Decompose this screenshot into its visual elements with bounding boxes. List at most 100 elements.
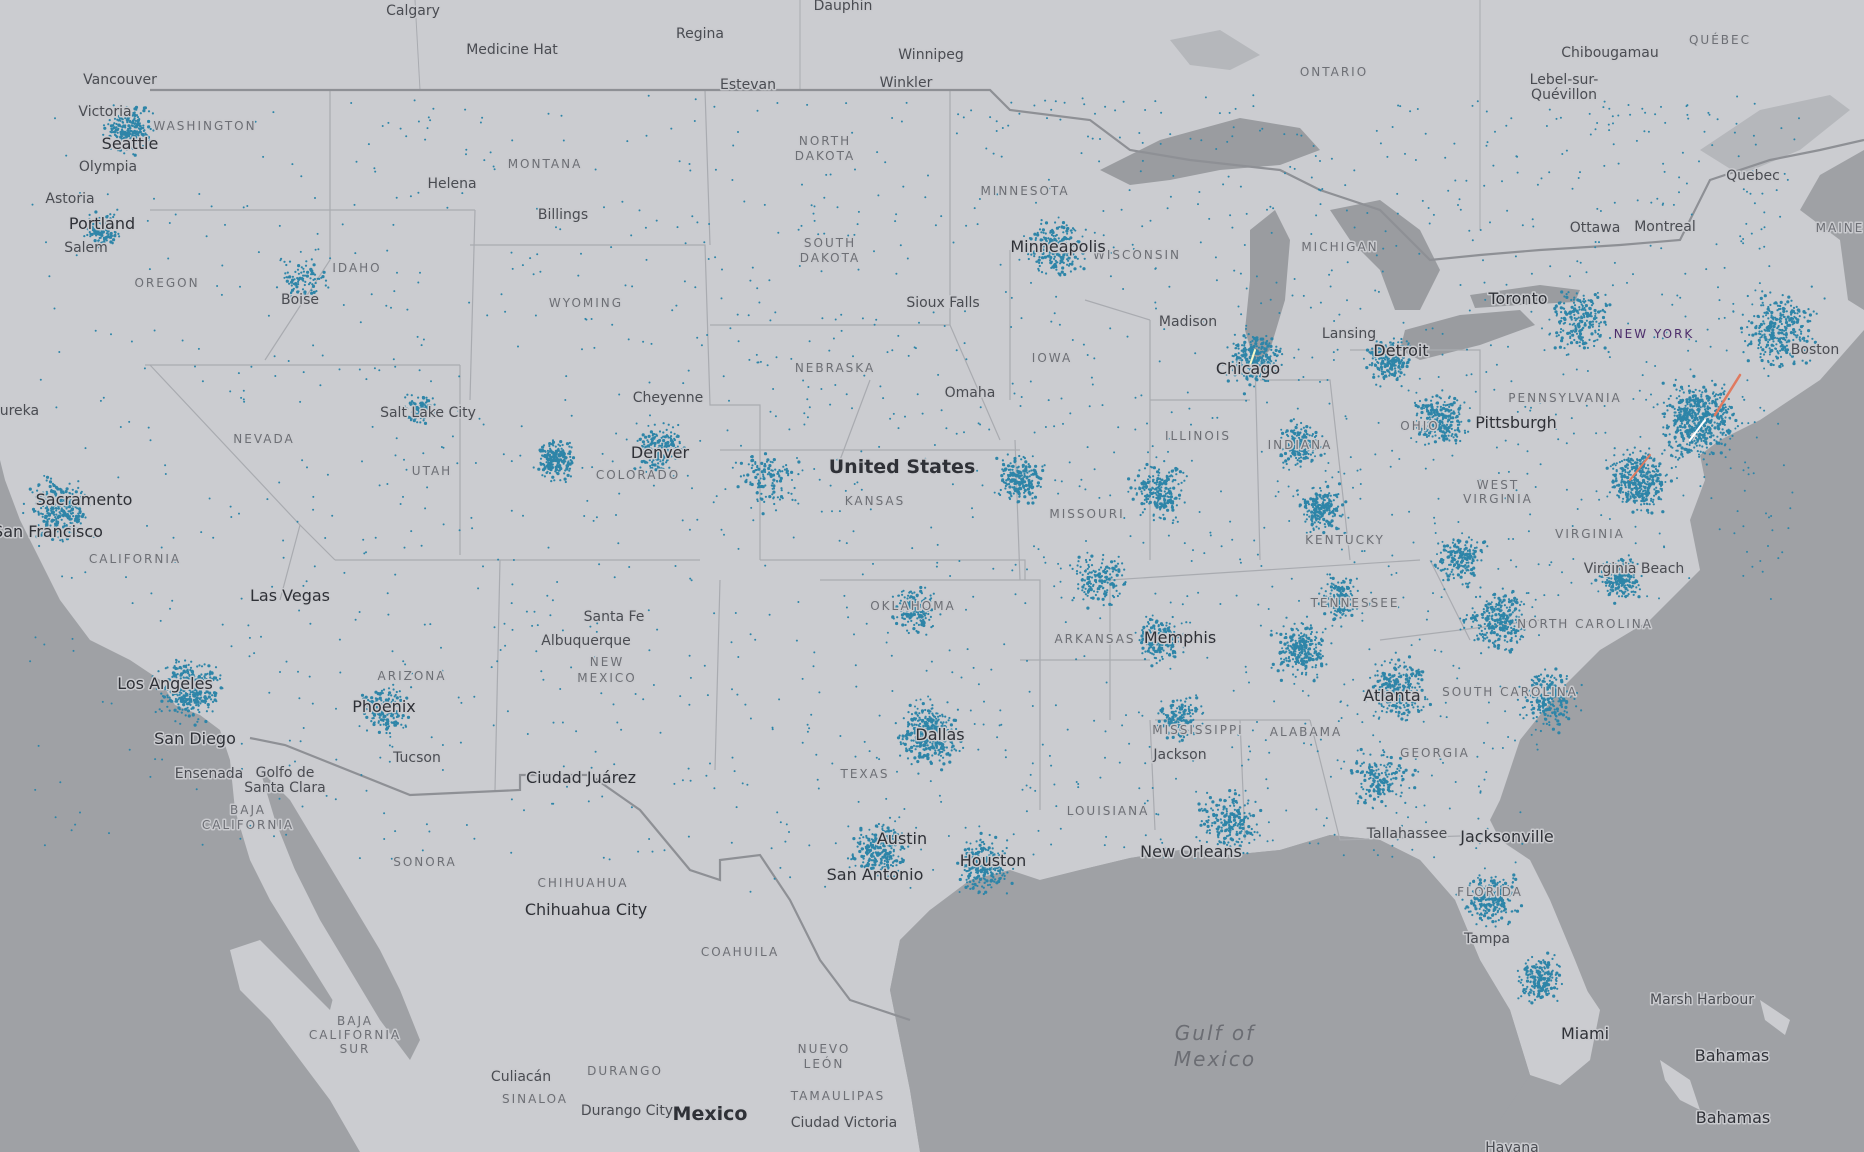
population-dot xyxy=(1310,522,1314,526)
population-dot xyxy=(559,466,562,469)
population-dot xyxy=(1706,432,1710,435)
population-dot xyxy=(1767,317,1770,320)
population-dot xyxy=(1721,387,1724,390)
population-dot xyxy=(31,491,34,494)
population-dot xyxy=(1796,308,1800,312)
population-dot xyxy=(1619,472,1622,475)
population-dot xyxy=(1770,336,1773,339)
population-dot xyxy=(398,690,401,693)
population-dot xyxy=(1631,462,1635,466)
population-dot xyxy=(1628,498,1631,501)
population-dot xyxy=(385,727,389,731)
population-dot xyxy=(1317,514,1320,518)
population-dot xyxy=(181,699,185,703)
population-dot xyxy=(1776,350,1779,353)
population-dot xyxy=(1601,315,1606,320)
population-dot xyxy=(1456,428,1460,432)
population-dot xyxy=(556,472,560,476)
population-dot xyxy=(1160,502,1163,505)
population-dot xyxy=(1316,517,1319,520)
population-dot xyxy=(571,456,576,460)
population-dot xyxy=(113,230,116,234)
population-dot xyxy=(1163,490,1166,493)
population-dot xyxy=(1700,400,1703,403)
population-dot xyxy=(655,434,659,437)
population-dot xyxy=(1771,331,1775,335)
population-dot xyxy=(1450,427,1453,430)
population-dot xyxy=(1646,494,1649,497)
population-dot xyxy=(1681,417,1685,421)
population-dot xyxy=(1149,476,1152,479)
population-dot xyxy=(1613,473,1616,476)
population-dot xyxy=(1565,293,1568,296)
population-dot xyxy=(1298,432,1301,435)
population-dot xyxy=(48,501,51,504)
population-dot xyxy=(1719,396,1722,399)
population-dot xyxy=(166,666,169,669)
population-dot xyxy=(556,457,559,460)
population-dot xyxy=(1746,344,1749,347)
population-dot xyxy=(1650,457,1653,460)
population-dot xyxy=(1560,339,1564,343)
population-dot xyxy=(1388,374,1391,377)
population-dot xyxy=(1024,490,1027,493)
population-dot xyxy=(1375,383,1378,386)
population-dot xyxy=(95,242,98,245)
population-dot xyxy=(177,706,181,710)
population-dot xyxy=(1563,317,1567,322)
population-dot xyxy=(665,461,668,464)
population-dot xyxy=(79,511,82,515)
population-dot xyxy=(1780,317,1783,320)
population-dot xyxy=(1757,347,1760,350)
population-dot xyxy=(1796,312,1799,315)
population-dot xyxy=(392,688,395,691)
population-dot xyxy=(1699,450,1702,453)
population-dot xyxy=(64,490,68,494)
population-dot xyxy=(1019,487,1023,491)
population-dot xyxy=(657,451,661,456)
population-dot xyxy=(1458,423,1461,426)
population-dot xyxy=(1640,488,1643,491)
population-dot xyxy=(1145,462,1149,467)
population-dot xyxy=(663,473,667,477)
population-dot xyxy=(204,719,208,724)
population-dot xyxy=(1026,501,1030,505)
population-dot xyxy=(1691,420,1694,423)
great-lakes xyxy=(1100,118,1580,365)
population-dot xyxy=(101,234,104,237)
population-dot xyxy=(1061,266,1065,270)
population-dot xyxy=(1622,480,1626,484)
population-dot xyxy=(1654,491,1658,495)
population-dot xyxy=(1293,431,1297,435)
population-dot xyxy=(416,406,420,409)
population-dot xyxy=(181,708,184,711)
population-dot xyxy=(74,501,78,505)
population-dot xyxy=(570,460,573,463)
population-dot xyxy=(1642,496,1646,499)
population-dot xyxy=(1035,475,1039,479)
population-dot xyxy=(1442,403,1445,406)
population-dot xyxy=(78,527,82,531)
population-dot xyxy=(1020,474,1023,477)
population-dot xyxy=(1174,516,1177,519)
population-dot xyxy=(543,464,546,467)
population-dot xyxy=(139,112,142,115)
population-dot xyxy=(1299,465,1302,468)
population-dot xyxy=(1439,408,1443,412)
population-dot xyxy=(1143,498,1146,501)
population-dot xyxy=(1640,499,1643,503)
population-dot xyxy=(1784,303,1787,306)
population-dot xyxy=(412,401,415,404)
population-dot xyxy=(1751,333,1755,337)
population-dot xyxy=(1718,422,1722,426)
population-dot xyxy=(1313,521,1316,524)
population-dot xyxy=(1157,486,1160,489)
population-dot xyxy=(1749,342,1753,346)
population-dot xyxy=(1455,414,1459,419)
population-dot xyxy=(651,460,654,464)
population-dot xyxy=(1049,257,1052,260)
population-dot xyxy=(1420,406,1424,410)
population-dot xyxy=(1591,320,1595,323)
